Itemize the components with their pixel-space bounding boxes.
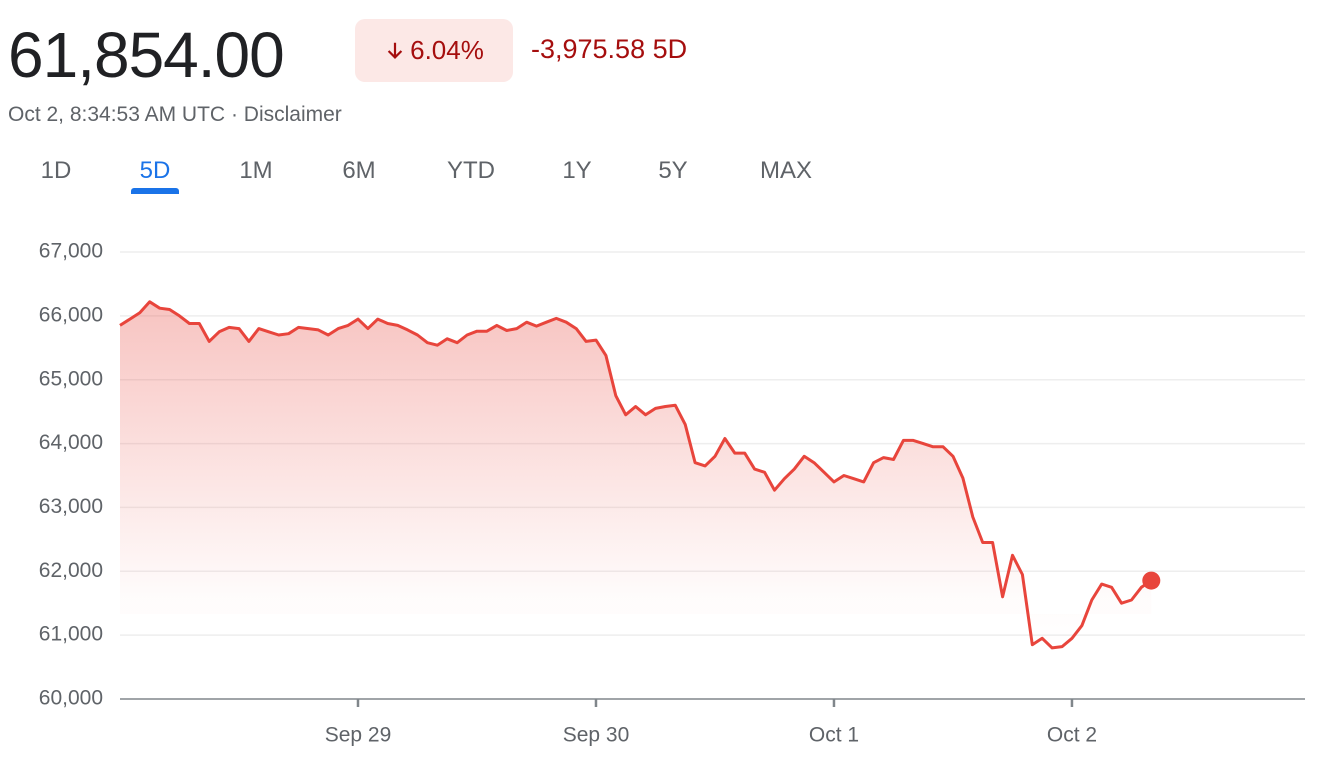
y-tick-label: 64,000 [39,431,103,454]
x-tick-label: Oct 1 [809,724,859,747]
x-tick-label: Sep 29 [325,724,392,747]
y-tick-label: 60,000 [39,687,103,710]
line-area [120,301,1152,648]
range-tab[interactable]: MAX [759,157,813,184]
separator: · [230,103,238,126]
range-tab[interactable]: 1Y [562,157,592,184]
y-tick-label: 63,000 [39,495,103,518]
range-tab[interactable]: 1M [239,157,273,184]
y-tick-label: 66,000 [39,303,103,326]
range-tab[interactable]: 5Y [658,157,688,184]
price-line [119,300,1153,650]
range-tab[interactable]: 5D [139,157,171,184]
y-tick-label: 67,000 [39,240,103,263]
x-tick-label: Oct 2 [1047,724,1097,747]
price: 61,854.00 [8,19,285,91]
change-pill: 6.04% [355,19,513,82]
down-arrow [387,42,403,59]
timestamp: Oct 2, 8:34:53 AM UTC [8,103,226,126]
tab-underline [131,188,179,194]
change-amount: -3,975.58 5D [531,34,688,64]
last-point [1142,571,1161,590]
y-tick-label: 61,000 [39,623,103,646]
y-tick-label: 62,000 [39,559,103,582]
range-tab[interactable]: 6M [342,157,376,184]
timestamp-row: Oct 2, 8:34:53 AM UTC · Disclaimer [8,103,342,127]
y-tick-label: 65,000 [39,367,103,390]
range-tab[interactable]: 1D [40,157,72,184]
range-tab[interactable]: YTD [447,157,495,184]
x-tick-label: Sep 30 [563,724,630,747]
change-percent: 6.04% [410,35,484,65]
disclaimer[interactable]: Disclaimer [243,103,342,126]
